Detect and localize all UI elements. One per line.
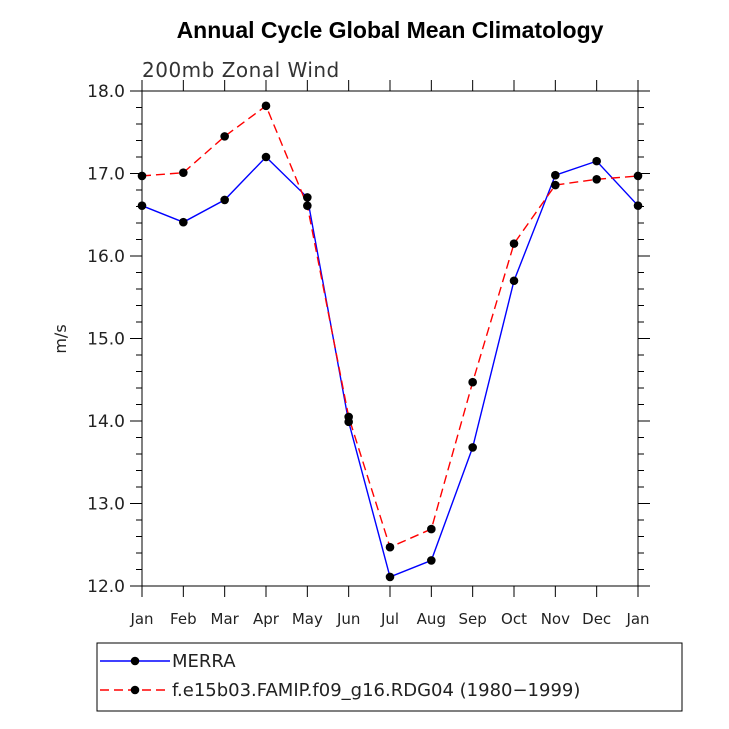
chart-title: Annual Cycle Global Mean Climatology <box>177 17 604 43</box>
data-point <box>592 174 601 184</box>
legend-marker <box>130 685 140 695</box>
legend-box <box>96 642 683 712</box>
series-line <box>141 156 639 578</box>
legend-label: MERRA <box>172 651 236 672</box>
x-tick-label: Dec <box>582 610 611 628</box>
data-point <box>261 152 271 162</box>
legend-marker <box>130 656 140 666</box>
x-tick-label: Jul <box>380 610 399 628</box>
data-point <box>220 195 229 205</box>
legend: MERRA f.e15b03.FAMIP.f09_g16.RDG04 (1980−… <box>100 651 580 701</box>
chart-subtitle: 200mb Zonal Wind <box>142 58 340 82</box>
data-point <box>261 101 271 111</box>
x-tick-label: Apr <box>253 610 280 628</box>
series-lines <box>137 101 643 582</box>
x-tick-label: Jan <box>625 610 649 628</box>
y-tick-label: 13.0 <box>87 495 125 515</box>
data-point <box>551 180 560 190</box>
y-tick-label: 15.0 <box>87 330 125 350</box>
x-tick-label: Oct <box>501 610 527 628</box>
data-point <box>137 171 147 181</box>
y-axis-label: m/s <box>51 324 70 353</box>
data-point <box>179 168 188 177</box>
x-tick-label: Feb <box>170 610 197 628</box>
data-point <box>385 542 395 552</box>
data-point <box>468 377 477 387</box>
y-tick-label: 18.0 <box>87 82 125 102</box>
x-tick-label: Mar <box>211 610 240 628</box>
data-point <box>303 193 312 202</box>
data-point <box>633 201 643 210</box>
plot-frame <box>141 90 639 587</box>
data-point <box>509 276 519 286</box>
data-point <box>179 217 188 227</box>
data-point <box>468 443 477 452</box>
data-point <box>427 556 436 565</box>
y-tick-label: 14.0 <box>87 412 125 432</box>
x-tick-label: Jun <box>336 610 360 628</box>
x-tick-label: Aug <box>417 610 446 628</box>
x-tick-label: Sep <box>459 610 487 628</box>
data-point <box>220 132 229 141</box>
data-point <box>633 171 643 181</box>
y-tick-label: 17.0 <box>87 165 125 185</box>
x-tick-label: Jan <box>129 610 153 628</box>
y-tick-label: 16.0 <box>87 247 125 267</box>
axis-ticks: 12.0 13.0 14.0 15.0 16.0 17.0 18.0 Jan Feb Mar Apr… <box>87 80 650 628</box>
data-point <box>509 239 519 248</box>
y-tick-label: 12.0 <box>87 577 125 597</box>
data-point <box>385 572 395 582</box>
legend-label: f.e15b03.FAMIP.f09_g16.RDG04 (1980−1999) <box>172 680 580 701</box>
data-point <box>303 201 312 210</box>
x-tick-label: Nov <box>541 610 570 628</box>
data-point <box>592 156 601 166</box>
data-point <box>344 412 353 422</box>
x-tick-label: May <box>292 610 323 628</box>
data-point <box>427 524 436 534</box>
data-point <box>551 170 560 180</box>
data-point <box>137 201 147 210</box>
